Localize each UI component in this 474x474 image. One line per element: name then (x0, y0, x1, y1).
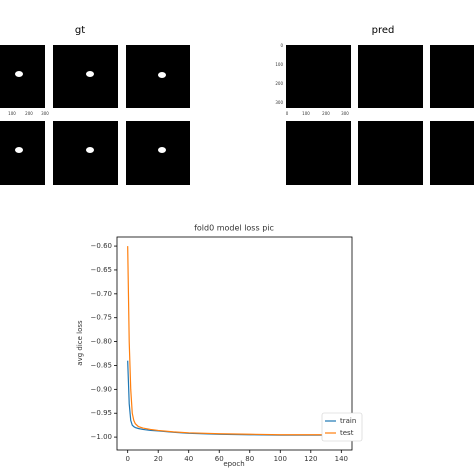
image (358, 45, 423, 108)
line (127, 360, 342, 436)
image (430, 121, 474, 185)
x-tick-label: 200 (322, 111, 330, 116)
x-tick-label: 120 (304, 455, 317, 463)
chart-title: fold0 model loss pic (194, 224, 274, 233)
x-tick-label: 140 (335, 455, 348, 463)
x-tick-label: 20 (154, 455, 163, 463)
x-tick-label: 80 (245, 455, 254, 463)
y-tick-label: 100 (275, 62, 283, 67)
x-tick-label: 100 (302, 111, 310, 116)
x-tick-label: 60 (215, 455, 224, 463)
pred-images (286, 45, 474, 185)
line (127, 246, 342, 436)
y-tick-label: −0.95 (91, 409, 112, 417)
gt-images (0, 45, 190, 185)
y-tick-label: 0 (280, 43, 283, 48)
pred-title: pred (372, 25, 395, 36)
y-tick-label: −0.65 (91, 266, 112, 274)
blob (15, 147, 23, 153)
image (126, 121, 190, 185)
y-axis-label: avg dice loss (76, 320, 84, 366)
y-tick-label: −0.75 (91, 314, 112, 322)
y-tick-label: 300 (275, 100, 283, 105)
blob (158, 147, 166, 153)
x-tick-label: 100 (274, 455, 287, 463)
image (53, 45, 118, 108)
blob (15, 71, 23, 77)
blob (86, 147, 94, 153)
y-tick-label: 200 (275, 81, 283, 86)
x-tick-label: 300 (41, 111, 49, 116)
image (0, 45, 45, 108)
blob (86, 71, 94, 77)
image (126, 45, 190, 108)
blobs (15, 71, 166, 153)
image (286, 45, 351, 108)
image (0, 121, 45, 185)
x-tick-label: 100 (8, 111, 16, 116)
y-tick-label: −1.00 (91, 433, 112, 441)
blob (158, 72, 166, 78)
y-tick-label: −0.60 (91, 242, 112, 250)
image (358, 121, 423, 185)
legend-box (321, 412, 363, 442)
image (430, 45, 474, 108)
x-tick-label: 0 (286, 111, 289, 116)
x-tick-label: 300 (341, 111, 349, 116)
x-axis-label: epoch (223, 460, 244, 468)
y-tick-label: −0.80 (91, 338, 112, 346)
image (53, 121, 118, 185)
legend-label: train (340, 417, 356, 425)
legend-label: test (340, 429, 354, 437)
image (286, 121, 351, 185)
x-tick-label: 0 (125, 455, 129, 463)
x-tick-label: 40 (184, 455, 193, 463)
y-tick-label: −0.70 (91, 290, 112, 298)
plot-frame (116, 236, 353, 451)
y-tick-label: −0.90 (91, 385, 112, 393)
gt-title: gt (75, 25, 85, 36)
y-tick-label: −0.85 (91, 361, 112, 369)
x-tick-label: 200 (25, 111, 33, 116)
